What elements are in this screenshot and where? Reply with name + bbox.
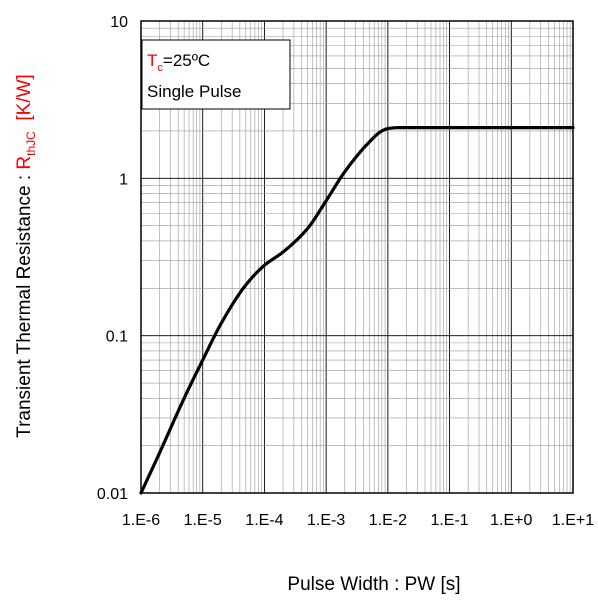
x-tick-label: 1.E-5 (184, 512, 222, 529)
y-tick-label: 0.1 (106, 329, 128, 346)
y-axis-label-subscript: thJC (24, 131, 38, 156)
y-axis-label-prefix: Transient Thermal Resistance : (14, 170, 35, 438)
y-tick-labels: 0.01 0.1 1 10 (97, 14, 128, 503)
y-axis-label: Transient Thermal Resistance : RthJC [K/… (14, 74, 38, 438)
x-tick-label: 1.E-1 (430, 512, 468, 529)
legend-box: Tc=25ºC Single Pulse (141, 39, 291, 110)
y-axis-label-unit: [K/W] (14, 74, 35, 120)
legend-tc-symbol: T (147, 51, 157, 70)
x-tick-label: 1.E-6 (122, 512, 160, 529)
x-tick-labels: 1.E-6 1.E-5 1.E-4 1.E-3 1.E-2 1.E-1 1.E+0 1.E+1 (122, 512, 594, 529)
y-tick-label: 1 (119, 171, 128, 188)
y-tick-label: 10 (110, 14, 128, 31)
plot-frame (140, 20, 574, 494)
legend-tc-subscript: c (157, 62, 163, 74)
legend-tc: Tc=25ºC (147, 51, 210, 74)
y-axis-label-symbol: R (14, 156, 35, 170)
x-tick-label: 1.E-4 (245, 512, 283, 529)
x-tick-label: 1.E-2 (369, 512, 407, 529)
x-axis-label: Pulse Width : PW [s] (287, 574, 460, 595)
y-tick-label: 0.01 (97, 486, 128, 503)
legend-single-pulse: Single Pulse (147, 82, 242, 101)
x-tick-label: 1.E+1 (552, 512, 594, 529)
series-line (139, 126, 575, 495)
x-tick-label: 1.E+0 (490, 512, 532, 529)
legend-tc-value: =25ºC (163, 51, 210, 70)
x-tick-label: 1.E-3 (307, 512, 345, 529)
